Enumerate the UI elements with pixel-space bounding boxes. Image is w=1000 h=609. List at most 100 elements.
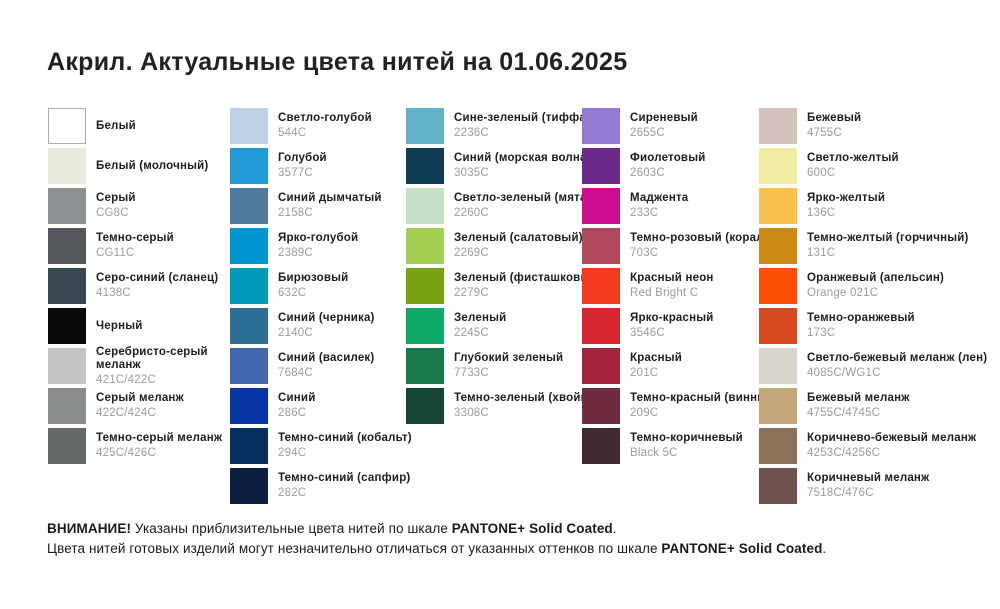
color-labels: Серо-синий (сланец) 4138C — [96, 272, 231, 300]
color-labels: Бежевый 4755C — [807, 112, 861, 140]
color-name: Сиреневый — [630, 112, 698, 124]
color-swatch — [582, 108, 620, 144]
color-name: Маджента — [630, 192, 689, 204]
color-name: Бирюзовый — [278, 272, 349, 284]
color-swatch — [230, 148, 268, 184]
footer-line-1: ВНИМАНИЕ! Указаны приблизительные цвета … — [47, 519, 826, 539]
color-row: Бежевый меланж 4755C/4745C — [759, 388, 987, 424]
color-name: Зеленый — [454, 312, 507, 324]
color-code: Orange 021C — [807, 287, 879, 299]
color-swatch — [582, 308, 620, 344]
color-swatch — [759, 268, 797, 304]
color-swatch — [582, 388, 620, 424]
color-row: Глубокий зеленый 7733C — [406, 348, 609, 384]
color-code: 3035C — [454, 167, 489, 179]
color-swatch — [406, 108, 444, 144]
color-labels: Коричнево-бежевый меланж 4253C/4256C — [807, 432, 976, 460]
color-labels: Темно-красный (винный) 209C — [630, 392, 779, 420]
color-row: Темно-серый меланж 425C/426C — [48, 428, 231, 464]
color-row: Красный 201C — [582, 348, 779, 384]
color-row: Синий (василек) 7684C — [230, 348, 412, 384]
color-name: Светло-желтый — [807, 152, 899, 164]
color-labels: Голубой 3577C — [278, 152, 327, 180]
color-swatch — [759, 348, 797, 384]
color-row: Коричнево-бежевый меланж 4253C/4256C — [759, 428, 987, 464]
color-code: 2140C — [278, 327, 313, 339]
color-swatch — [759, 148, 797, 184]
color-row: Светло-голубой 544C — [230, 108, 412, 144]
color-labels: Синий (черника) 2140C — [278, 312, 375, 340]
color-labels: Белый — [96, 120, 231, 133]
color-row: Зеленый 2245C — [406, 308, 609, 344]
color-labels: Серый CG8C — [96, 192, 231, 220]
color-row: Светло-желтый 600C — [759, 148, 987, 184]
color-name: Белый (молочный) — [96, 159, 209, 172]
color-name: Светло-голубой — [278, 112, 372, 124]
color-labels: Ярко-желтый 136C — [807, 192, 885, 220]
color-swatch — [230, 348, 268, 384]
color-code: 3546C — [630, 327, 665, 339]
color-code: 3308C — [454, 407, 489, 419]
color-labels: Ярко-красный 3546C — [630, 312, 714, 340]
color-name: Серо-синий (сланец) — [96, 272, 219, 284]
color-swatch — [230, 388, 268, 424]
color-row: Темно-коричневый Black 5C — [582, 428, 779, 464]
color-row: Синий дымчатый 2158C — [230, 188, 412, 224]
color-row: Темно-оранжевый 173C — [759, 308, 987, 344]
color-labels: Синий 286C — [278, 392, 315, 420]
color-labels: Сиреневый 2655C — [630, 112, 698, 140]
color-name: Белый — [96, 119, 136, 132]
color-row: Сине-зеленый (тиффани) 2236C — [406, 108, 609, 144]
color-labels: Зеленый 2245C — [454, 312, 506, 340]
color-swatch — [48, 268, 86, 304]
color-code: 2236C — [454, 127, 489, 139]
column-yellows-browns: Бежевый 4755C Светло-желтый 600C Ярко-желтый… — [759, 108, 987, 508]
color-row: Синий (морская волна) 3035C — [406, 148, 609, 184]
color-name: Серебристо-серый меланж — [96, 345, 208, 371]
color-swatch — [48, 308, 86, 344]
color-name: Коричневый меланж — [807, 472, 930, 484]
color-code: 544C — [278, 127, 307, 139]
color-code: 233C — [630, 207, 659, 219]
footer-pantone-label-2: PANTONE+ Solid Coated — [661, 540, 823, 556]
color-labels: Серый меланж 422C/424C — [96, 392, 231, 420]
color-name: Синий — [278, 392, 316, 404]
color-swatch — [48, 188, 86, 224]
color-labels: Темно-зеленый (хвойный) 3308C — [454, 392, 609, 420]
color-labels: Синий (морская волна) 3035C — [454, 152, 591, 180]
color-code: 136C — [807, 207, 836, 219]
color-name: Темно-коричневый — [630, 432, 743, 444]
color-row: Темно-желтый (горчичный) 131C — [759, 228, 987, 264]
color-swatch — [406, 228, 444, 264]
color-swatch — [759, 468, 797, 504]
color-swatch — [230, 108, 268, 144]
color-swatch — [230, 228, 268, 264]
column-grays: Белый Белый (молочный) Серый CG8C Темно-серы… — [48, 108, 231, 468]
color-labels: Темно-синий (кобальт) 294C — [278, 432, 412, 460]
color-swatch — [406, 348, 444, 384]
color-code: 3577C — [278, 167, 313, 179]
color-swatch — [406, 268, 444, 304]
color-name: Синий (василек) — [278, 352, 375, 364]
color-row: Ярко-голубой 2389C — [230, 228, 412, 264]
color-code: 600C — [807, 167, 836, 179]
color-swatch — [230, 188, 268, 224]
color-row: Маджента 233C — [582, 188, 779, 224]
color-labels: Синий (василек) 7684C — [278, 352, 374, 380]
color-code: 4755C — [807, 127, 842, 139]
color-name: Фиолетовый — [630, 152, 706, 164]
color-row: Серый меланж 422C/424C — [48, 388, 231, 424]
color-name: Оранжевый (апельсин) — [807, 272, 945, 284]
footer-line1-period: . — [612, 521, 617, 536]
color-name: Светло-бежевый меланж (лен) — [807, 352, 988, 364]
color-name: Синий (морская волна) — [454, 152, 591, 164]
color-name: Темно-серый меланж — [96, 432, 223, 444]
color-labels: Светло-желтый 600C — [807, 152, 899, 180]
footer-line1-text: Указаны приблизительные цвета нитей по ш… — [131, 521, 452, 536]
color-name: Бежевый меланж — [807, 392, 910, 404]
color-name: Светло-зеленый (мята) — [454, 192, 591, 204]
color-labels: Красный 201C — [630, 352, 682, 380]
color-labels: Зеленый (салатовый) 2269C — [454, 232, 583, 260]
color-labels: Бежевый меланж 4755C/4745C — [807, 392, 910, 420]
color-row: Бежевый 4755C — [759, 108, 987, 144]
